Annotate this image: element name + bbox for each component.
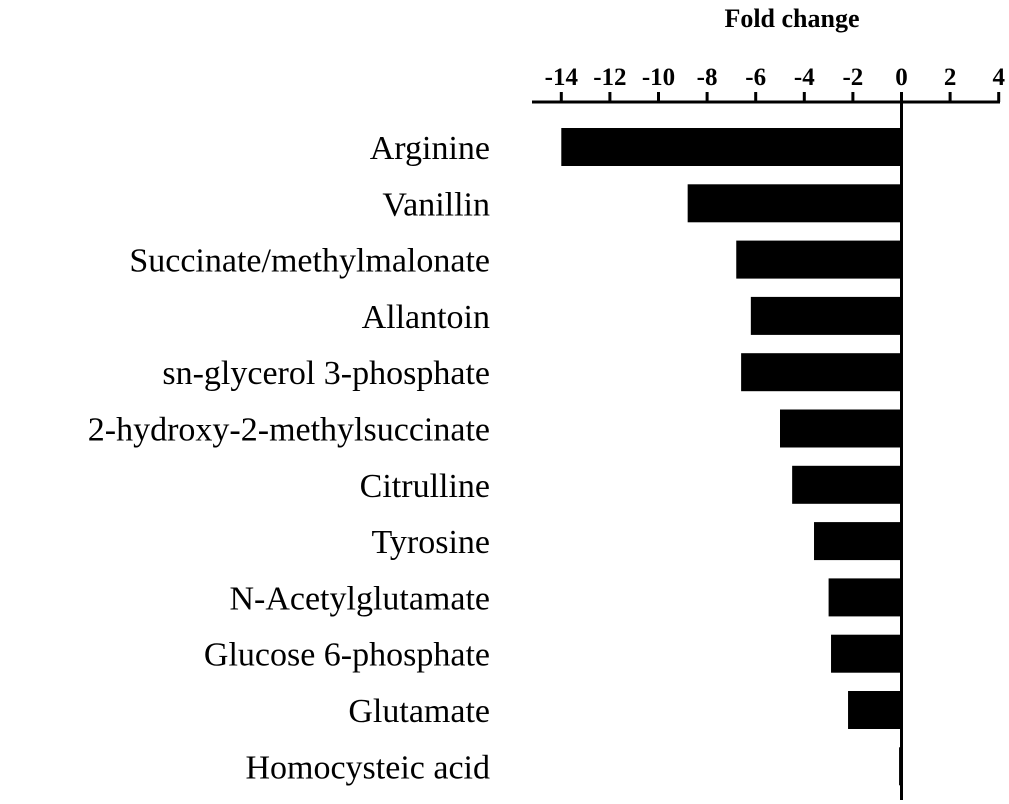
x-tick-label: 4 xyxy=(992,64,1005,91)
bar xyxy=(736,240,902,279)
category-label: Glucose 6-phosphate xyxy=(204,637,490,674)
bars xyxy=(561,128,902,786)
category-label: Vanillin xyxy=(382,186,490,223)
category-label: Citrulline xyxy=(360,468,490,505)
bar xyxy=(687,184,902,223)
x-axis-title: Fold change xyxy=(724,4,859,33)
bar xyxy=(561,128,902,166)
category-label: Tyrosine xyxy=(372,524,491,561)
category-label: Allantoin xyxy=(362,299,490,336)
x-tick-label: -8 xyxy=(697,64,718,91)
category-labels: Arginine Vanillin Succinate/methylmalonate… xyxy=(88,130,490,786)
bar xyxy=(780,409,902,448)
category-label: Succinate/methylmalonate xyxy=(129,243,490,280)
x-tick-label: -4 xyxy=(794,64,815,91)
category-label: N-Acetylglutamate xyxy=(229,580,490,617)
bar xyxy=(741,353,902,392)
category-label: sn-glycerol 3-phosphate xyxy=(162,355,490,392)
axes xyxy=(532,100,1000,800)
x-tick-label: -12 xyxy=(593,64,626,91)
category-label: 2-hydroxy-2-methylsuccinate xyxy=(88,412,490,449)
x-axis-ticks: -14 -12 -10 -8 -6 -4 -2 0 2 4 xyxy=(545,64,1005,102)
category-label: Homocysteic acid xyxy=(245,749,490,786)
x-tick-label: -10 xyxy=(642,64,675,91)
bar xyxy=(792,465,902,504)
bar xyxy=(750,296,902,335)
category-label: Glutamate xyxy=(348,693,490,730)
bar xyxy=(831,634,902,673)
bar xyxy=(814,522,902,561)
category-label: Arginine xyxy=(370,130,490,167)
x-tick-label: 2 xyxy=(944,64,957,91)
bar xyxy=(828,578,902,617)
x-tick-label: -2 xyxy=(842,64,863,91)
bar xyxy=(848,691,902,729)
x-tick-label: 0 xyxy=(895,64,908,91)
x-tick-label: -6 xyxy=(745,64,766,91)
x-tick-label: -14 xyxy=(545,64,579,91)
